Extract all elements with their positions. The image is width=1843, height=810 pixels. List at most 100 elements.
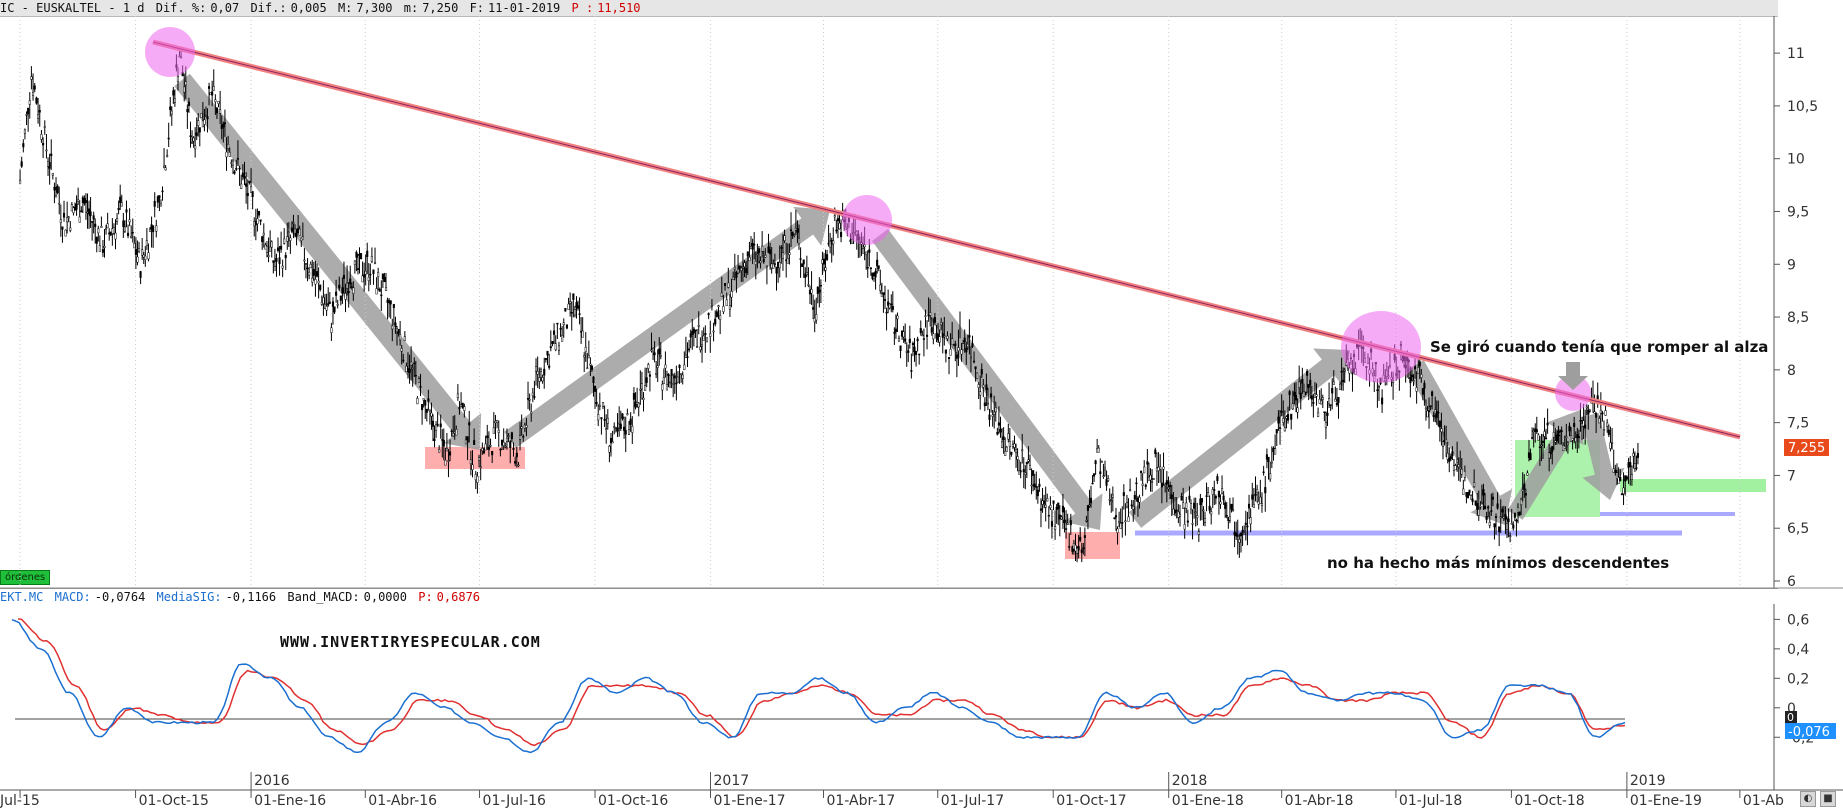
candle-body [178, 55, 181, 58]
candle-body [722, 306, 725, 313]
candle-body [968, 335, 971, 338]
candle-body [1169, 484, 1172, 487]
candle-body [1146, 461, 1149, 465]
candle-body [1576, 434, 1579, 439]
candle-body [1054, 526, 1057, 530]
candle-body [576, 305, 580, 309]
candle-body [50, 153, 53, 156]
candle-body [66, 217, 69, 223]
candle-body [714, 318, 717, 325]
candle-body [949, 348, 952, 356]
candle-body [1097, 447, 1100, 453]
candle-body [835, 229, 838, 232]
candle-body [753, 243, 756, 246]
candle-body [893, 332, 896, 334]
candle-body [126, 232, 130, 236]
candle-body [403, 336, 406, 342]
arrow-down-2018 [1406, 360, 1513, 525]
candle-body [993, 411, 996, 415]
candle-body [997, 422, 1000, 426]
candle-body [896, 315, 899, 320]
arrow-up-2016-2017 [504, 206, 830, 449]
candle-body [474, 474, 477, 481]
candle-body [298, 228, 301, 236]
candle-body [1445, 439, 1448, 444]
candle-body [551, 341, 554, 344]
candle-body [1063, 519, 1066, 524]
candle-body [500, 439, 504, 446]
candle-body [619, 423, 622, 429]
candle-body [1197, 531, 1200, 535]
candle-body [353, 260, 356, 265]
candle-body [77, 199, 80, 202]
candle-body [484, 443, 487, 451]
candle-body [573, 309, 576, 316]
candle-body [621, 413, 624, 419]
candle-body [339, 295, 342, 301]
candle-body [422, 398, 425, 401]
candle-body [929, 312, 932, 316]
candle-body [1518, 511, 1521, 516]
candle-body [1125, 502, 1129, 508]
candle-body [142, 254, 145, 258]
target-zone-strip [1620, 479, 1766, 492]
candle-body [748, 257, 751, 262]
candle-body [248, 180, 251, 183]
candle-body [272, 260, 275, 263]
candle-body [575, 302, 578, 308]
date-value: 11-01-2019 [488, 1, 561, 15]
candle-body [206, 116, 209, 120]
candle-body [673, 375, 676, 379]
candle-body [888, 303, 891, 309]
candle-body [1108, 499, 1111, 501]
candle-body [1548, 452, 1551, 459]
orders-button[interactable]: órdenes [0, 570, 51, 585]
candle-body [333, 306, 336, 313]
candle-body [1241, 529, 1244, 533]
candle-body [885, 311, 888, 314]
candle-body [847, 216, 850, 223]
candle-body [84, 200, 87, 203]
macd-tick-label: -0,2 [1787, 730, 1814, 746]
candle-body [48, 162, 51, 169]
candle-body [43, 126, 46, 128]
candle-body [580, 330, 583, 333]
candle-body [681, 374, 684, 379]
candle-body [570, 312, 573, 314]
candle-body [428, 409, 431, 412]
candle-body [773, 263, 776, 265]
candle-body [801, 263, 804, 267]
candle-body [543, 368, 546, 376]
candle-body [1488, 522, 1491, 526]
candle-body [191, 141, 194, 144]
candle-body [902, 331, 905, 338]
price-axis: 11 10,5 10 9,5 9 8,5 8 7,5 7 6,5 6 [1774, 46, 1818, 590]
candle-body [436, 424, 439, 427]
candle-body [1607, 429, 1610, 435]
candle-body [821, 259, 824, 264]
candle-body [982, 384, 985, 388]
candle-body [1577, 436, 1580, 439]
band-value: 0,0000 [363, 590, 407, 604]
candle-body [388, 300, 391, 303]
dif-pct-value: 0,07 [210, 1, 240, 15]
candle-body [1516, 507, 1520, 513]
save-icon[interactable]: ■ [1820, 791, 1836, 807]
candle-body [1129, 489, 1132, 492]
candle-body [230, 162, 233, 164]
candle-body [1164, 484, 1167, 487]
candle-body [469, 459, 472, 464]
candle-body [841, 215, 844, 217]
candle-body [1035, 486, 1038, 488]
candle-body [103, 246, 106, 248]
candle-body [871, 272, 874, 279]
color-tool-icon[interactable]: ◐ [1800, 791, 1816, 807]
candle-body [228, 152, 231, 157]
candle-body [717, 305, 720, 308]
candle-body [719, 315, 722, 320]
candle-body [297, 228, 300, 233]
candle-body [1557, 430, 1560, 437]
candle-body [1082, 547, 1085, 549]
candle-body [759, 260, 762, 264]
candle-body [1429, 405, 1432, 407]
